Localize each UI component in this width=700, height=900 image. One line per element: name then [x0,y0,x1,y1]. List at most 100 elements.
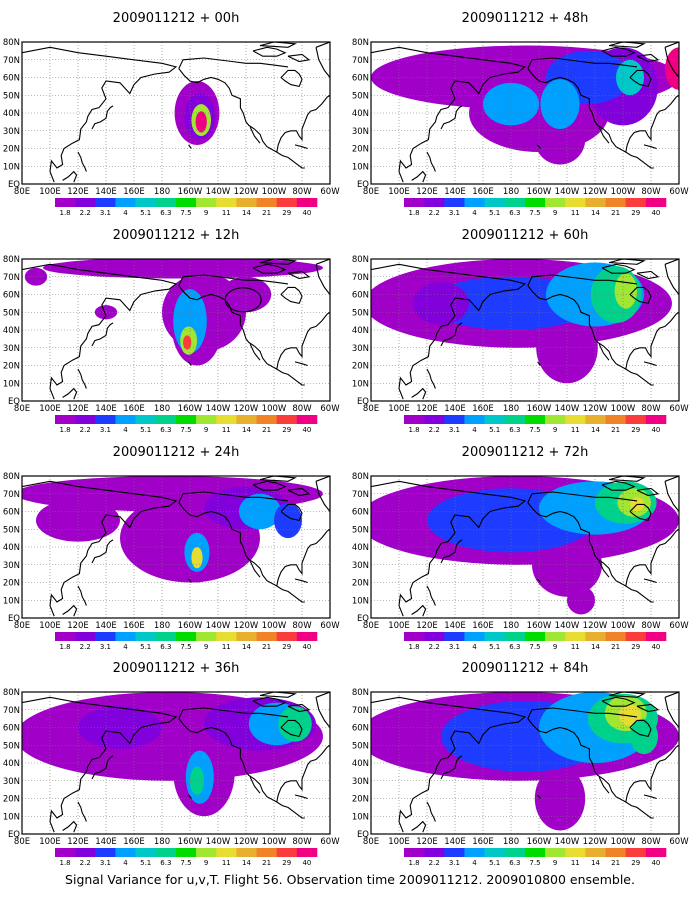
lon-tick-label: 140E [95,404,117,414]
lon-tick-label: 160W [178,621,203,631]
colorbar-label: 1.8 [60,859,71,867]
lon-tick-label: 60W [320,621,340,631]
lon-tick-label: 80W [292,837,312,847]
colorbar-swatch [585,632,606,641]
lat-tick-label: 70N [352,56,369,66]
variance-shade [195,111,207,133]
colorbar-swatch [524,848,546,857]
colorbar-label: 11 [571,426,580,434]
colorbar-swatch [75,848,96,857]
coastlines [22,692,330,833]
colorbar-swatch [625,198,647,207]
colorbar-label: 3.1 [449,643,460,651]
lat-tick-label: 40N [352,759,369,769]
colorbar-label: 2.2 [429,426,440,434]
variance-shade [540,79,580,129]
colorbar-swatch [135,198,157,207]
lon-tick-label: 80E [363,837,379,847]
colorbar-label: 14 [591,426,600,434]
colorbar-swatch [464,632,485,641]
lat-tick-label: 60N [3,74,20,84]
variance-shade [78,706,162,749]
variance-shade [534,114,586,165]
colorbar-swatch [55,415,76,424]
map-grid [22,476,330,618]
lon-tick-label: 120E [416,187,438,197]
colorbar-label: 5.1 [140,426,151,434]
variance-shade [278,706,312,742]
colorbar-swatch [524,198,546,207]
map-grid [371,476,679,618]
colorbar-swatch [645,415,667,424]
colorbar-label: 40 [651,859,660,867]
colorbar-label: 29 [282,859,291,867]
colorbar-label: 4 [472,426,477,434]
colorbar-swatch [236,198,257,207]
colorbar-label: 5.1 [140,209,151,217]
lat-tick-label: 30N [352,777,369,787]
colorbar-label: 9 [553,426,557,434]
lon-tick-label: 180 [154,187,170,197]
lat-tick-label: 10N [3,596,20,606]
lon-tick-label: 140E [444,621,466,631]
colorbar-swatch [484,198,506,207]
colorbar-swatch [196,415,217,424]
colorbar-label: 6.3 [160,209,171,217]
lat-tick-label: 50N [352,308,369,318]
colorbar-label: 6.3 [160,426,171,434]
colorbar-swatch [484,632,506,641]
colorbar-label: 6.3 [509,426,520,434]
lat-tick-label: 40N [352,109,369,119]
map-frame [370,475,680,619]
colorbar-label: 5.1 [489,209,500,217]
colorbar-label: 29 [282,209,291,217]
colorbar: 1.8 2.2 3.1 4 5.1 6.3 7.5 9 11 14 21 29 40 [55,415,318,434]
colorbar-swatch [135,632,157,641]
lat-tick-label: 30N [3,344,20,354]
lon-tick-label: 140E [444,837,466,847]
lat-tick-label: 50N [352,525,369,535]
colorbar-label: 4 [123,209,128,217]
colorbar-label: 9 [553,859,557,867]
colorbar-label: 1.8 [409,426,420,434]
variance-shade [413,282,469,325]
lon-tick-label: 180 [503,621,519,631]
lon-tick-label: 140E [444,187,466,197]
colorbar-swatch [424,632,445,641]
variance-shade [191,547,203,569]
lon-tick-label: 80W [641,837,661,847]
lat-tick-label: 60N [352,724,369,734]
colorbar-label: 7.5 [529,859,540,867]
lon-tick-label: 100W [262,837,287,847]
lon-tick-label: 100E [39,837,61,847]
lon-tick-label: 160W [178,837,203,847]
colorbar-swatch [155,632,177,641]
colorbar: 1.8 2.2 3.1 4 5.1 6.3 7.5 9 11 14 21 29 40 [404,848,667,867]
lon-tick-label: 80E [14,187,30,197]
colorbar-swatch [256,198,277,207]
colorbar-label: 29 [631,426,640,434]
colorbar-swatch [424,198,445,207]
lat-tick-label: 60N [3,724,20,734]
colorbar-label: 7.5 [529,426,540,434]
lat-tick-label: 40N [3,759,20,769]
colorbar-swatch [276,415,298,424]
lat-tick-label: 80N [3,38,20,48]
lat-tick-label: 10N [352,812,369,822]
lon-tick-label: 100E [388,837,410,847]
coastlines [22,259,330,400]
colorbar-label: 7.5 [180,643,191,651]
coastlines [371,692,679,833]
colorbar-label: 7.5 [180,859,191,867]
lon-tick-label: 60W [320,837,340,847]
lat-tick-label: 30N [3,777,20,787]
colorbar-swatch [585,848,606,857]
variance-shade [220,276,272,313]
colorbar-swatch [444,198,465,207]
lat-tick-label: 80N [352,38,369,48]
colorbar-swatch [115,415,136,424]
variance-shade [36,499,120,542]
lat-tick-label: 10N [352,162,369,172]
lon-tick-label: 120W [583,837,608,847]
